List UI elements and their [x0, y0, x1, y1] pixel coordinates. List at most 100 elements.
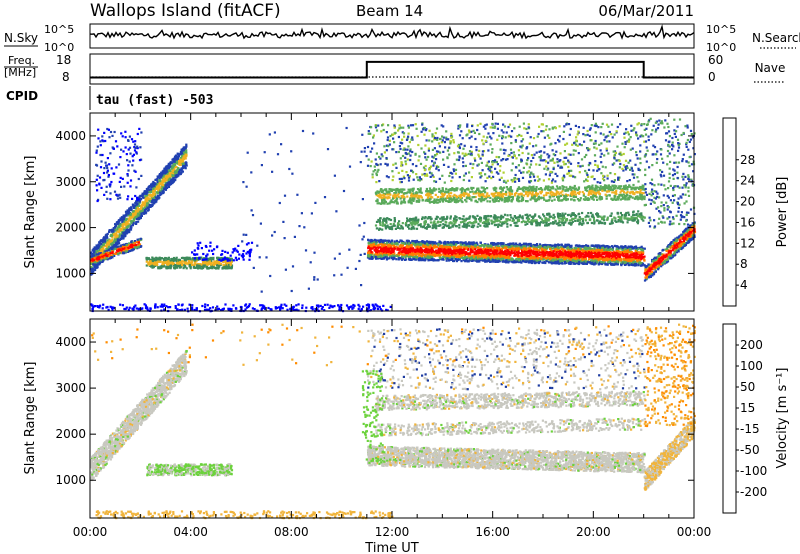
echo-cell	[135, 152, 138, 155]
echo-cell	[111, 234, 114, 237]
echo-cell	[219, 262, 222, 265]
echo-cell	[534, 262, 537, 265]
echo-cell	[162, 170, 165, 173]
echo-cell	[417, 259, 420, 262]
echo-cell	[195, 260, 198, 263]
echo-cell	[581, 253, 584, 256]
echo-cell	[106, 258, 109, 261]
echo-cell	[166, 184, 169, 187]
echo-cell	[126, 198, 129, 201]
echo-cell	[103, 167, 106, 170]
echo-cell	[220, 259, 223, 262]
echo-cell	[442, 242, 445, 245]
freq-label-line2: [MHz]	[4, 66, 36, 79]
echo-cell	[375, 241, 379, 244]
echo-cell	[97, 252, 100, 255]
echo-cell	[369, 248, 372, 251]
echo-cell	[132, 242, 135, 245]
echo-cell	[539, 251, 542, 254]
echo-cell	[210, 261, 213, 264]
echo-cell	[574, 244, 577, 247]
echo-cell	[395, 245, 398, 248]
echo-cell	[617, 256, 620, 259]
echo-cell	[557, 243, 560, 246]
echo-cell	[116, 230, 119, 233]
echo-cell	[565, 259, 568, 262]
echo-cell	[126, 159, 129, 162]
echo-cell	[150, 194, 154, 197]
echo-cell	[125, 212, 128, 215]
echo-cell	[135, 186, 138, 189]
echo-cell	[183, 166, 186, 169]
echo-cell	[122, 150, 125, 153]
echo-cell	[484, 244, 488, 247]
echo-cell	[248, 253, 251, 256]
echo-cell	[219, 263, 222, 267]
echo-cell	[213, 260, 216, 263]
echo-cell	[478, 244, 481, 247]
echo-cell	[113, 190, 117, 193]
echo-cell	[127, 139, 130, 142]
echo-cell	[109, 249, 112, 252]
echo-cell	[489, 258, 492, 261]
echo-cell	[167, 185, 171, 188]
echo-cell	[443, 244, 446, 247]
echo-cell	[534, 255, 538, 258]
echo-cell	[472, 246, 476, 249]
echo-cell	[124, 214, 127, 217]
echo-cell	[609, 250, 612, 253]
echo-cell	[97, 258, 101, 261]
echo-cell	[196, 258, 199, 261]
echo-cell	[99, 252, 102, 255]
echo-cell	[99, 144, 102, 147]
echo-cell	[91, 259, 95, 262]
echo-cell	[523, 257, 526, 260]
echo-cell	[172, 177, 175, 180]
echo-cell	[110, 180, 113, 184]
echo-cell	[126, 173, 129, 176]
echo-cell	[229, 266, 233, 270]
echo-cell	[176, 152, 180, 156]
echo-cell	[398, 240, 401, 244]
echo-cell	[157, 184, 160, 187]
echo-cell	[414, 254, 418, 257]
echo-cell	[132, 215, 135, 219]
echo-cell	[104, 161, 107, 164]
echo-cell	[100, 239, 103, 242]
echo-cell	[183, 164, 186, 167]
echo-cell	[483, 245, 486, 248]
echo-cell	[122, 249, 125, 253]
echo-cell	[151, 185, 154, 188]
echo-cell	[452, 244, 455, 247]
echo-cell	[226, 251, 229, 254]
echo-cell	[382, 239, 385, 242]
echo-cell	[96, 252, 99, 255]
echo-cell	[124, 136, 127, 139]
echo-cell	[103, 244, 106, 247]
echo-cell	[103, 131, 106, 134]
echo-cell	[501, 260, 504, 263]
echo-cell	[125, 223, 128, 226]
echo-cell	[132, 159, 135, 162]
echo-cell	[620, 261, 623, 264]
echo-cell	[635, 262, 638, 266]
echo-cell	[104, 139, 107, 143]
echo-cell	[200, 263, 203, 266]
echo-cell	[416, 241, 419, 244]
echo-cell	[415, 245, 418, 248]
echo-cell	[487, 245, 490, 248]
echo-cell	[248, 255, 251, 258]
echo-cell	[604, 263, 607, 266]
echo-cell	[108, 229, 111, 232]
echo-cell	[131, 203, 134, 206]
echo-cell	[123, 214, 126, 217]
echo-cell	[529, 247, 532, 250]
nsearch-label: N.Search	[752, 31, 800, 45]
echo-cell	[212, 263, 216, 266]
echo-cell	[603, 246, 606, 249]
echo-cell	[123, 232, 126, 235]
echo-cell	[564, 257, 567, 261]
echo-cell	[118, 233, 121, 236]
echo-cell	[577, 262, 580, 266]
echo-cell	[205, 245, 208, 248]
